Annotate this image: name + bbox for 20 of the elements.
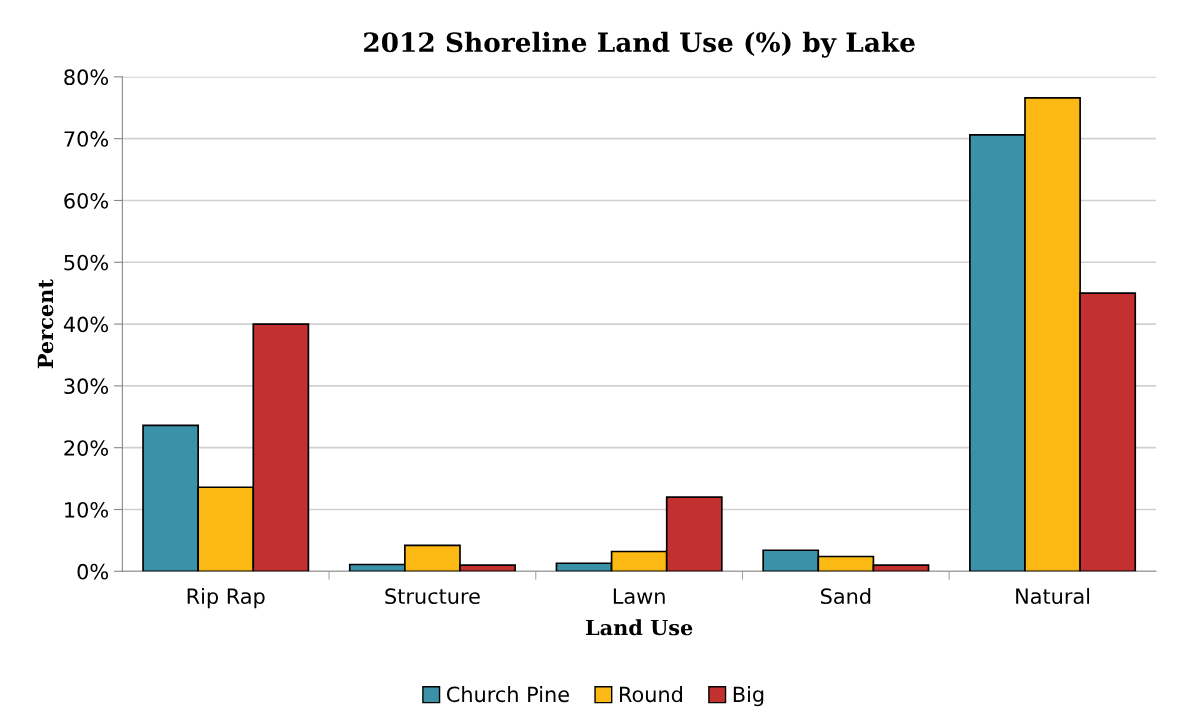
- y-tick-label: 20%: [64, 440, 109, 456]
- y-tick-label: 10%: [65, 501, 109, 518]
- y-tick-label: 70%: [64, 131, 109, 147]
- chart-title: 2012 Shoreline Land Use (%) by Lake: [364, 31, 915, 58]
- x-tick-label: Lawn: [613, 588, 665, 605]
- y-axis-title: Percent: [37, 279, 54, 369]
- legend-label: Church Pine: [446, 686, 569, 703]
- legend-label: Big: [733, 686, 764, 707]
- y-tick-label: 50%: [64, 254, 109, 271]
- x-tick-label: Structure: [385, 588, 480, 605]
- x-axis-title: Land Use: [585, 619, 693, 636]
- y-tick-label: 30%: [64, 378, 109, 395]
- x-tick-label: Sand: [821, 587, 871, 605]
- y-tick-label: 0%: [77, 563, 109, 580]
- x-tick-label: Rip Rap: [187, 587, 265, 609]
- legend-label: Round: [620, 686, 682, 703]
- y-tick-label: 60%: [64, 192, 109, 209]
- y-tick-label: 80%: [64, 69, 109, 86]
- x-tick-label: Natural: [1016, 587, 1090, 605]
- y-tick-label: 40%: [63, 316, 109, 333]
